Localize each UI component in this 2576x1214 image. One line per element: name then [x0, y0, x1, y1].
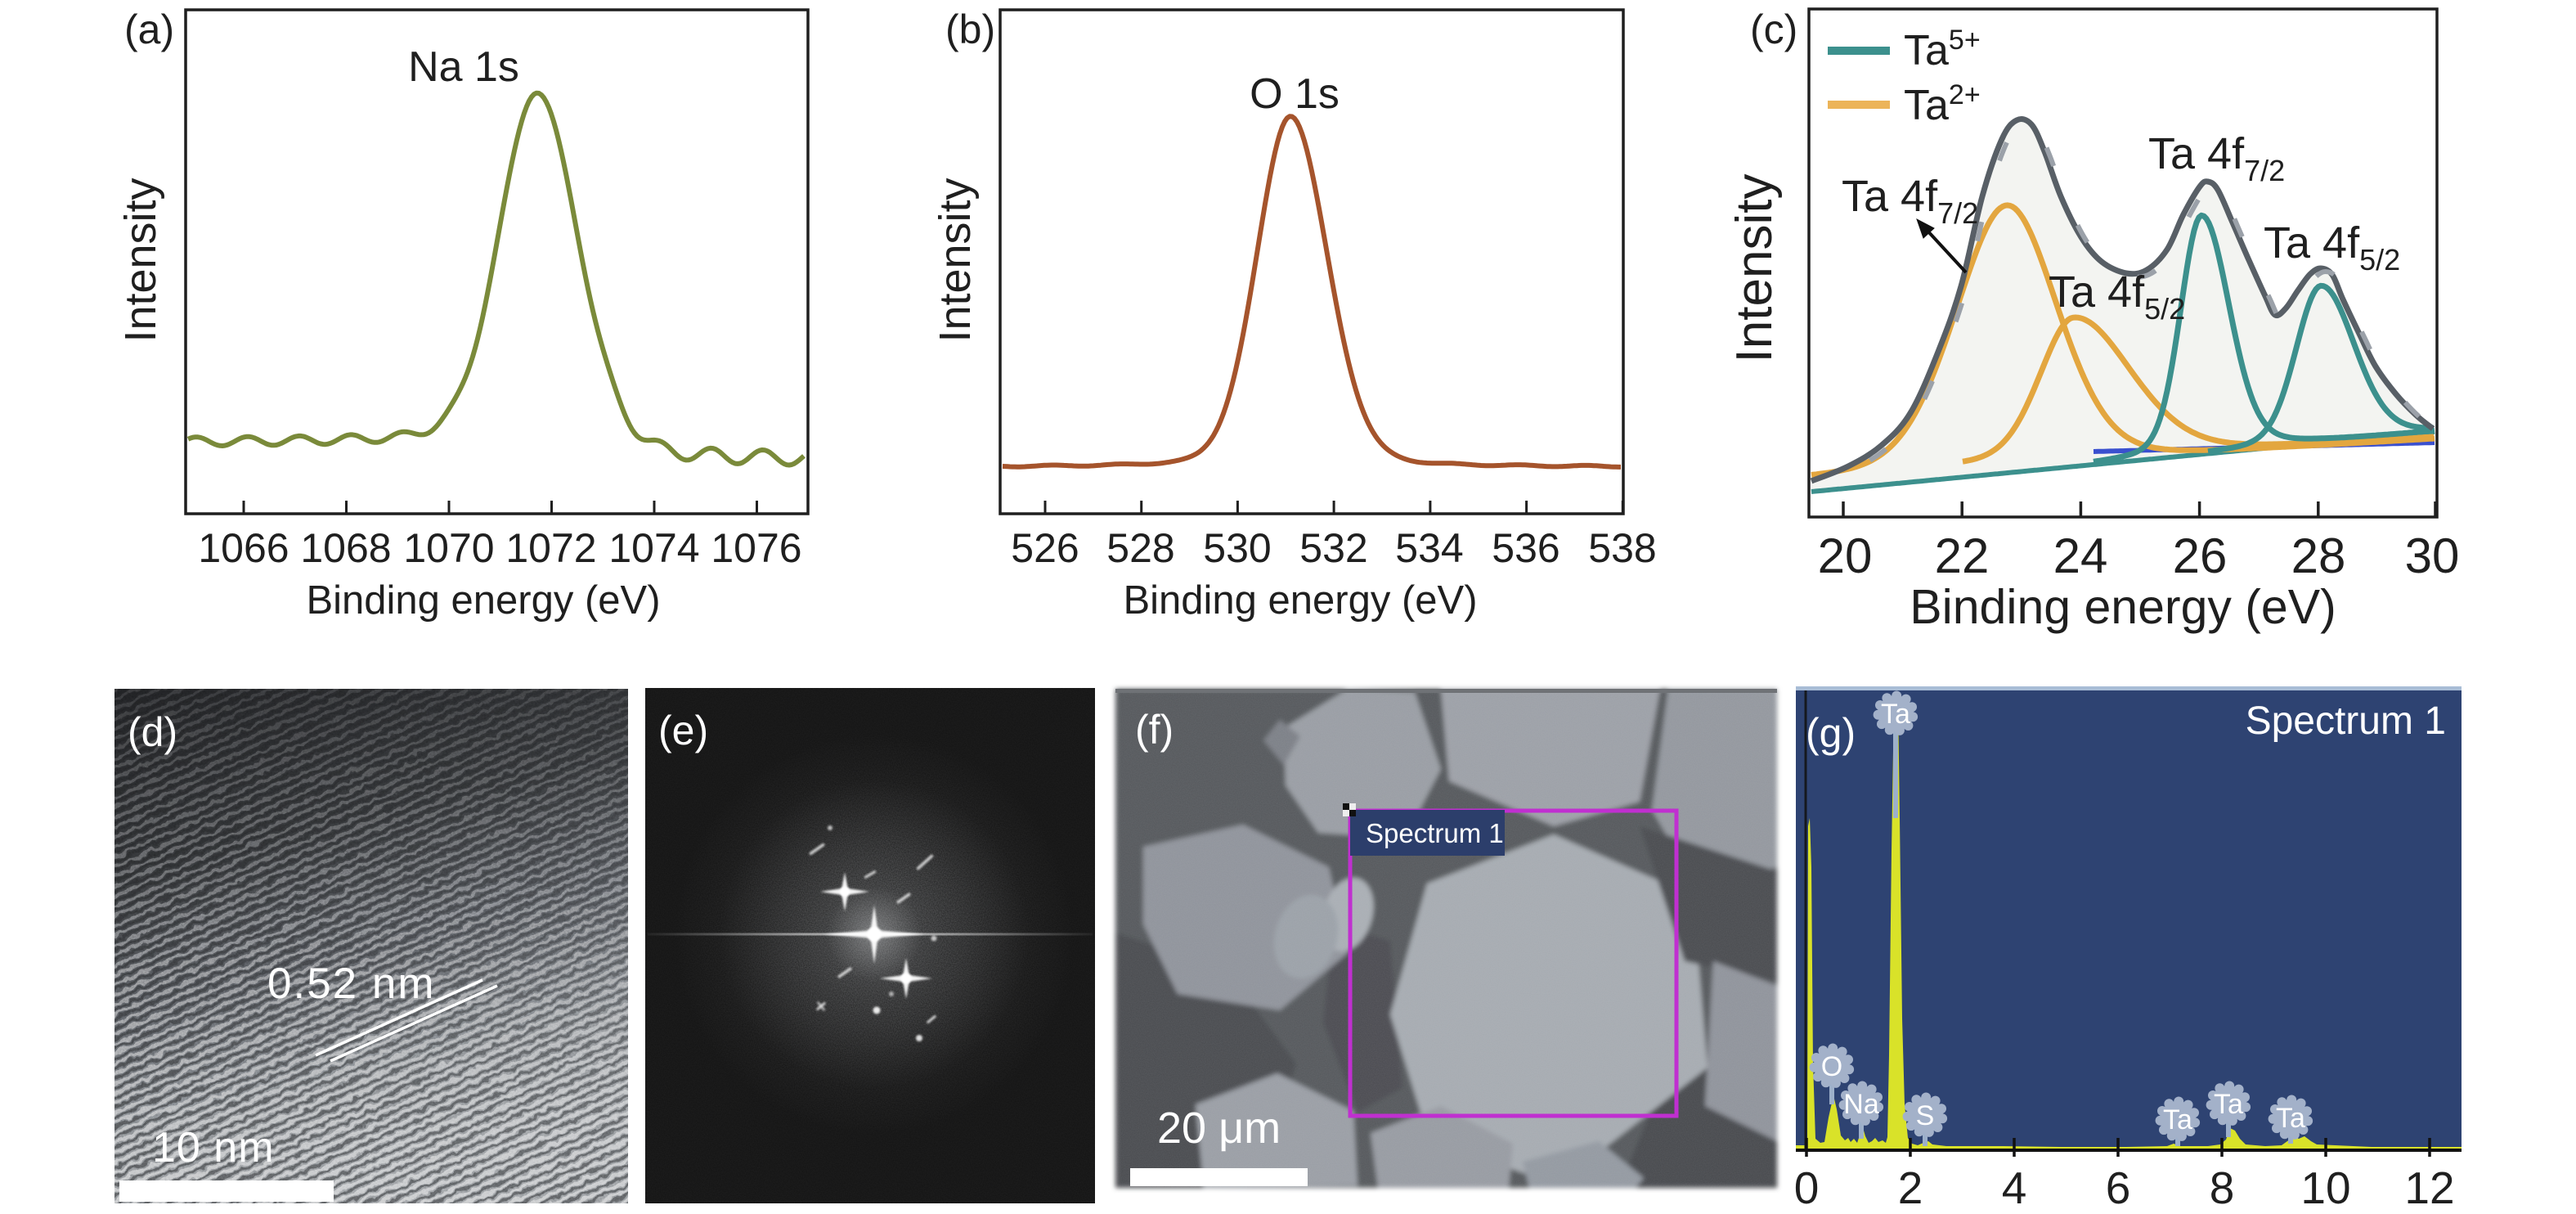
- svg-text:Ta: Ta: [2214, 1089, 2243, 1120]
- svg-text:0.52 nm: 0.52 nm: [267, 960, 436, 1008]
- svg-text:526: 526: [1011, 525, 1079, 571]
- svg-text:28: 28: [2291, 528, 2346, 583]
- svg-text:22: 22: [1935, 528, 1990, 583]
- svg-text:Binding energy (eV): Binding energy (eV): [1910, 580, 2336, 634]
- svg-text:12: 12: [2404, 1162, 2454, 1213]
- svg-text:538: 538: [1588, 525, 1656, 571]
- svg-text:O: O: [1821, 1051, 1842, 1082]
- svg-text:Na 1s: Na 1s: [408, 43, 519, 91]
- svg-text:Intensity: Intensity: [931, 178, 980, 342]
- svg-text:1070: 1070: [403, 525, 494, 571]
- svg-text:Intensity: Intensity: [1726, 174, 1783, 363]
- svg-text:(a): (a): [124, 7, 174, 52]
- svg-text:Na: Na: [1843, 1089, 1879, 1120]
- svg-text:528: 528: [1106, 525, 1174, 571]
- svg-text:(g): (g): [1806, 710, 1856, 756]
- svg-text:Spectrum 1: Spectrum 1: [2246, 699, 2446, 743]
- svg-text:Spectrum 1: Spectrum 1: [1366, 818, 1504, 848]
- svg-text:534: 534: [1395, 525, 1463, 571]
- svg-text:20 μm: 20 μm: [1157, 1104, 1281, 1153]
- svg-text:8: 8: [2210, 1162, 2235, 1213]
- svg-text:Intensity: Intensity: [116, 178, 165, 342]
- svg-text:Ta: Ta: [2276, 1103, 2305, 1134]
- svg-text:Binding energy (eV): Binding energy (eV): [306, 578, 660, 623]
- svg-text:4: 4: [2002, 1162, 2027, 1213]
- svg-text:S: S: [1916, 1100, 1935, 1131]
- svg-text:(c): (c): [1750, 7, 1797, 52]
- svg-text:536: 536: [1492, 525, 1560, 571]
- svg-text:30: 30: [2405, 528, 2460, 583]
- svg-text:10 nm: 10 nm: [152, 1124, 275, 1171]
- svg-text:(d): (d): [128, 709, 177, 755]
- svg-text:26: 26: [2173, 528, 2228, 583]
- svg-text:(b): (b): [945, 7, 995, 52]
- svg-text:(e): (e): [658, 708, 708, 753]
- svg-text:(f): (f): [1135, 707, 1174, 753]
- svg-text:Ta: Ta: [1881, 699, 1910, 730]
- svg-text:2: 2: [1898, 1162, 1923, 1213]
- svg-text:10: 10: [2300, 1162, 2350, 1213]
- svg-text:Ta: Ta: [2163, 1104, 2192, 1135]
- svg-text:Binding energy (eV): Binding energy (eV): [1123, 578, 1477, 623]
- svg-text:1068: 1068: [300, 525, 391, 571]
- svg-text:O 1s: O 1s: [1250, 70, 1340, 118]
- svg-text:1076: 1076: [711, 525, 801, 571]
- svg-text:20: 20: [1818, 528, 1873, 583]
- svg-text:1074: 1074: [608, 525, 699, 571]
- svg-text:6: 6: [2106, 1162, 2131, 1213]
- svg-text:1072: 1072: [505, 525, 596, 571]
- svg-text:24: 24: [2053, 528, 2108, 583]
- svg-text:532: 532: [1299, 525, 1367, 571]
- svg-text:530: 530: [1203, 525, 1271, 571]
- svg-text:0: 0: [1794, 1162, 1820, 1213]
- svg-text:1066: 1066: [198, 525, 289, 571]
